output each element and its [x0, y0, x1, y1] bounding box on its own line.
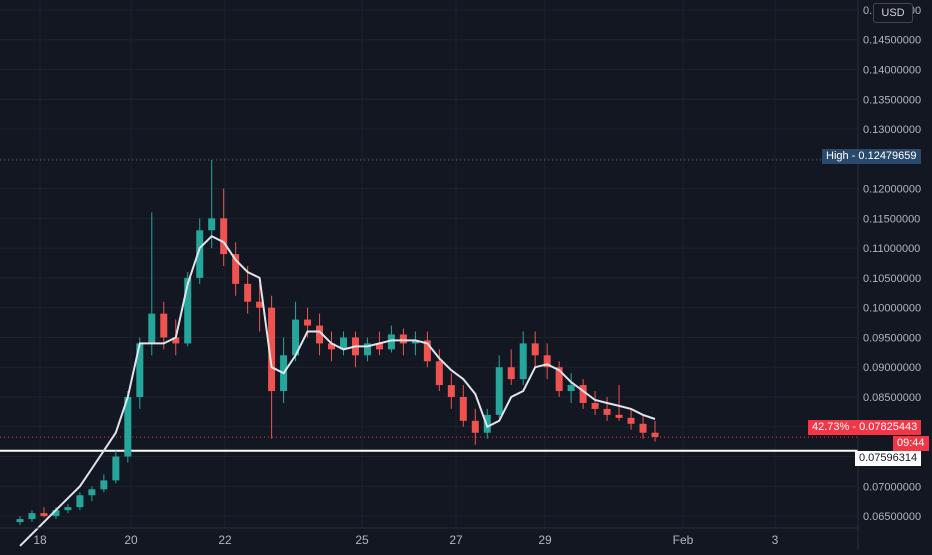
- time-axis-label: 25: [355, 533, 369, 547]
- price-axis-label: 0.12000000: [863, 184, 921, 196]
- price-axis-label: 0.14500000: [863, 35, 921, 47]
- candle-body: [124, 397, 132, 457]
- candle-body: [328, 343, 336, 350]
- candle-body: [220, 218, 228, 255]
- candle-body: [64, 507, 72, 511]
- candle-body: [76, 495, 84, 508]
- candle-body: [52, 510, 60, 517]
- high-value: 0.12479659: [858, 150, 917, 162]
- candle-body: [615, 414, 623, 418]
- price-axis-label: 0.10500000: [863, 273, 921, 285]
- candle-body: [28, 513, 36, 520]
- candle-body: [256, 301, 264, 308]
- price-axis-label: 0.09500000: [863, 332, 921, 344]
- candle-body: [423, 340, 431, 362]
- candle-body: [531, 343, 539, 356]
- price-axis-label: 0.14000000: [863, 65, 921, 77]
- price-axis-label: 0.06500000: [863, 511, 921, 523]
- candle-body: [40, 513, 48, 517]
- candle-body: [399, 334, 407, 344]
- high-label: High: [826, 150, 849, 162]
- candle-body: [244, 283, 252, 302]
- candle-body: [363, 343, 371, 356]
- candle-body: [603, 408, 611, 415]
- candle-body: [411, 340, 419, 344]
- last-price-tag: 42.73% - 0.07825443: [808, 420, 922, 435]
- price-axis-label: 0.13000000: [863, 124, 921, 136]
- candle-body: [292, 319, 300, 356]
- candle-body: [208, 218, 216, 231]
- candle-body: [316, 325, 324, 344]
- candle-body: [591, 402, 599, 409]
- candle-body: [88, 489, 96, 496]
- moving-average-line: [19, 234, 656, 547]
- candle-body: [639, 423, 647, 433]
- candle-body: [435, 361, 443, 386]
- candle-body: [268, 307, 276, 392]
- currency-button[interactable]: USD: [873, 3, 913, 23]
- high-price-tag: High - 0.12479659: [822, 149, 921, 164]
- candle-body: [387, 334, 395, 350]
- candle-body: [651, 432, 659, 437]
- time-axis-label: 3: [772, 533, 779, 547]
- candle-body: [100, 480, 108, 490]
- price-axis-label: 0.11000000: [863, 243, 920, 255]
- horizontal-line-price-tag: 0.07596314: [855, 451, 922, 466]
- candle-body: [16, 519, 24, 523]
- price-axis-label: 0.13500000: [863, 94, 921, 106]
- price-axis-label: 0.11500000: [863, 213, 920, 225]
- candle-body: [148, 313, 156, 344]
- time-axis-label: 29: [538, 533, 552, 547]
- change-percent: 42.73%: [812, 421, 850, 433]
- time-axis-label: 18: [33, 533, 47, 547]
- candle-body: [136, 343, 144, 397]
- last-price: 0.07825443: [859, 421, 918, 433]
- time-axis-label: 27: [449, 533, 463, 547]
- price-axis-label: 0.10000000: [863, 303, 921, 315]
- time-axis-label: Feb: [673, 533, 694, 547]
- candle-body: [172, 337, 180, 344]
- candle-body: [184, 277, 192, 344]
- candle-body: [507, 367, 515, 380]
- candle-body: [447, 385, 455, 397]
- candle-body: [304, 319, 312, 326]
- candle-body: [459, 397, 467, 421]
- candle-body: [627, 417, 635, 424]
- candle-body: [232, 254, 240, 284]
- candle-body: [160, 313, 168, 338]
- time-axis-label: 20: [124, 533, 138, 547]
- candle-body: [471, 420, 479, 433]
- candle-body: [495, 367, 503, 415]
- candle-body: [543, 355, 551, 368]
- candle-body: [339, 337, 347, 350]
- candle-body: [519, 343, 527, 380]
- candle-body: [112, 456, 120, 481]
- candle-body: [375, 343, 383, 350]
- time-axis-label: 22: [218, 533, 232, 547]
- candle-body: [555, 367, 563, 392]
- candle-body: [196, 230, 204, 278]
- price-axis-label: 0.07000000: [863, 481, 921, 493]
- price-axis-label: 0.09000000: [863, 362, 921, 374]
- candle-body: [567, 385, 575, 392]
- candle-body: [579, 385, 587, 403]
- price-axis-label: 0.08500000: [863, 392, 921, 404]
- countdown-tag: 09:44: [893, 436, 929, 451]
